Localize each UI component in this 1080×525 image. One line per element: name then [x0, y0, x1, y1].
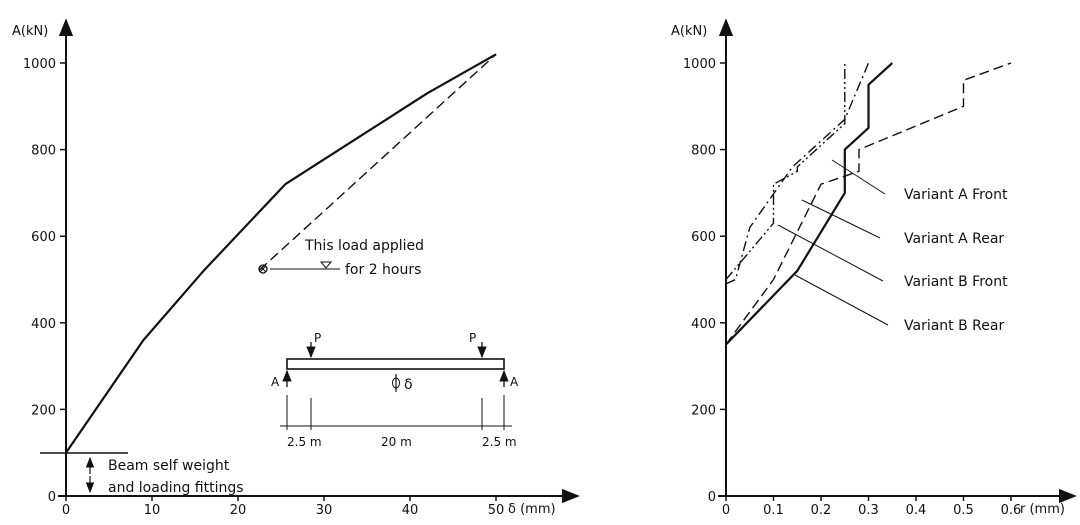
y-tick-label: 200 — [691, 403, 716, 418]
self-weight-text-1: Beam self weight — [108, 458, 230, 474]
right-load-rotation-chart: A(kN) r (mm) 0 200 400 600 800 1000 0 0.1 0.2 0.3… — [671, 20, 1075, 518]
dimension-mid-label: 20 m — [381, 435, 412, 449]
legend-leader-b-front — [778, 225, 883, 281]
y-tick-label: 600 — [31, 230, 56, 245]
x-tick-label: 0.6 — [1001, 503, 1022, 518]
right-x-axis-label: r (mm) — [1020, 502, 1065, 517]
y-tick-label: 0 — [708, 490, 716, 505]
y-tick-label: 600 — [691, 230, 716, 245]
y-tick-label: 800 — [691, 144, 716, 159]
x-tick-label: 30 — [316, 503, 333, 518]
support-label-left: A — [271, 375, 280, 389]
x-tick-label: 0 — [62, 503, 70, 518]
x-tick-label: 0.4 — [906, 503, 927, 518]
x-tick-label: 20 — [230, 503, 247, 518]
self-weight-annotation: Beam self weight and loading fittings — [40, 453, 244, 496]
x-tick-label: 0.5 — [953, 503, 974, 518]
dimension-left-label: 2.5 m — [287, 435, 322, 449]
load-label-left: P — [314, 331, 321, 345]
load-applied-text: This load applied — [304, 238, 424, 254]
legend-b-front: Variant B Front — [904, 274, 1008, 290]
load-applied-annotation: This load applied for 2 hours — [259, 238, 424, 278]
dimension-right-label: 2.5 m — [482, 435, 517, 449]
support-label-right: A — [510, 375, 519, 389]
y-tick-label: 1000 — [23, 57, 56, 72]
y-tick-label: 1000 — [683, 57, 716, 72]
series-line-dashdot — [726, 63, 869, 284]
legend-leader-a-rear — [802, 200, 880, 238]
left-x-axis-label: δ (mm) — [508, 502, 556, 517]
legend-leader-b-rear — [795, 275, 888, 325]
x-tick-label: 40 — [402, 503, 419, 518]
for-hours-text: for 2 hours — [345, 262, 421, 278]
right-y-axis-label: A(kN) — [671, 24, 707, 39]
x-tick-label: 50 — [488, 503, 505, 518]
water-level-icon — [321, 262, 331, 268]
x-tick-label: 0.2 — [811, 503, 832, 518]
beam-sketch-inset: P P A A δ 2.5 m 20 m 2.5 m — [271, 331, 519, 449]
y-tick-label: 400 — [31, 317, 56, 332]
legend-b-rear: Variant B Rear — [904, 318, 1004, 334]
x-tick-label: 0 — [722, 503, 730, 518]
y-tick-label: 800 — [31, 144, 56, 159]
y-tick-label: 200 — [31, 403, 56, 418]
y-tick-label: 0 — [48, 490, 56, 505]
load-label-right: P — [469, 331, 476, 345]
deflection-label: δ — [404, 377, 413, 393]
x-tick-label: 0.1 — [763, 503, 784, 518]
x-tick-label: 0.3 — [858, 503, 879, 518]
legend-a-rear: Variant A Rear — [904, 231, 1004, 247]
x-tick-label: 10 — [144, 503, 161, 518]
beam-body — [287, 359, 504, 369]
self-weight-text-2: and loading fittings — [108, 480, 244, 496]
legend-a-front: Variant A Front — [904, 187, 1008, 203]
left-y-axis-label: A(kN) — [12, 24, 48, 39]
left-load-deflection-chart: A(kN) δ (mm) 0 200 400 600 800 1000 0 10 20 30 40 5… — [12, 20, 578, 518]
y-tick-label: 400 — [691, 317, 716, 332]
